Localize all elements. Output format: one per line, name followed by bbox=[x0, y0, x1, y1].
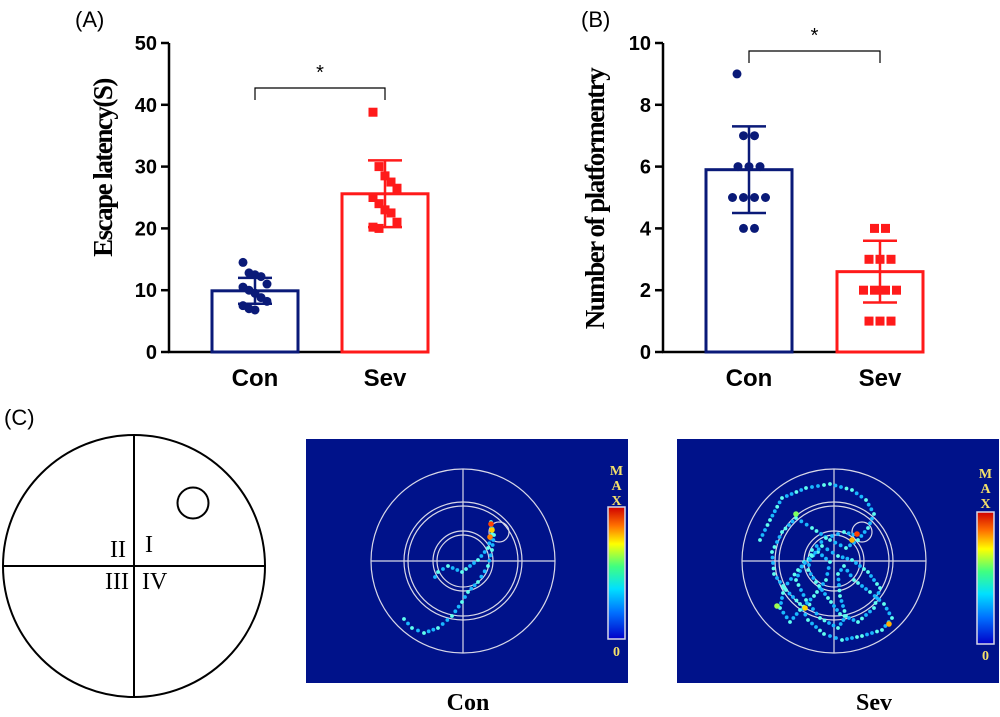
significance-bracket bbox=[748, 50, 881, 63]
data-point bbox=[881, 223, 890, 233]
data-point bbox=[256, 272, 266, 282]
track-con-legend-min: 0 bbox=[613, 645, 620, 660]
track-con-colorbar bbox=[607, 506, 626, 640]
chart-a: 0 10 20 30 40 50 Con Sev * bbox=[135, 33, 430, 392]
data-point bbox=[380, 205, 390, 215]
category-label-con: Con bbox=[726, 365, 773, 392]
y-tick-label: 0 bbox=[146, 342, 157, 364]
data-point bbox=[374, 162, 384, 172]
significance-bracket bbox=[254, 87, 386, 100]
data-point bbox=[870, 285, 879, 295]
panel-c-label: (C) bbox=[4, 405, 35, 430]
data-point bbox=[875, 316, 885, 326]
data-point bbox=[262, 279, 272, 289]
panel-b-label: (B) bbox=[581, 7, 610, 32]
track-con-caption: Con bbox=[447, 690, 490, 716]
data-point bbox=[368, 222, 378, 232]
data-point bbox=[262, 296, 272, 306]
data-point bbox=[739, 193, 748, 202]
y-tick-label: 10 bbox=[135, 280, 157, 302]
track-sev-legend-min: 0 bbox=[982, 649, 989, 664]
quadrant-label-iv: IV bbox=[142, 569, 168, 595]
panel-a: (A) Escape latency(S) 0 10 20 30 40 50 Con Sev * bbox=[75, 7, 430, 392]
data-point bbox=[392, 217, 402, 227]
y-tick-label: 8 bbox=[640, 95, 651, 117]
data-point bbox=[750, 193, 759, 202]
panel-c: (C) I II III IV bbox=[2, 405, 999, 716]
data-point bbox=[864, 254, 874, 264]
data-point bbox=[374, 199, 384, 209]
data-point bbox=[859, 285, 868, 295]
panel-b: (B) Number of platformentry 0 2 4 6 8 10 Con Se… bbox=[580, 7, 925, 392]
data-point bbox=[750, 131, 759, 141]
track-sev-colorbar bbox=[976, 511, 995, 645]
y-tick-label: 6 bbox=[640, 157, 651, 179]
maze-platform bbox=[176, 486, 210, 520]
data-point bbox=[368, 193, 378, 202]
y-tick-label: 50 bbox=[135, 33, 157, 55]
data-point bbox=[744, 162, 754, 172]
maze-diagram: I II III IV bbox=[2, 434, 266, 698]
y-tick-label: 0 bbox=[640, 342, 651, 364]
track-con-rings bbox=[370, 468, 556, 654]
data-point bbox=[368, 107, 378, 117]
data-point bbox=[875, 254, 885, 264]
category-label-con: Con bbox=[232, 365, 279, 392]
data-point bbox=[250, 305, 260, 315]
track-sev-caption: Sev bbox=[856, 690, 892, 716]
category-label-sev: Sev bbox=[859, 365, 902, 392]
chart-b: 0 2 4 6 8 10 Con Sev * bbox=[629, 25, 925, 392]
data-point bbox=[739, 131, 748, 141]
panel-b-ylabel: Number of platformentry bbox=[580, 67, 610, 329]
data-point bbox=[892, 285, 901, 295]
y-tick-label: 30 bbox=[135, 157, 157, 179]
quadrant-label-i: I bbox=[145, 532, 153, 558]
track-sev-path bbox=[758, 482, 894, 642]
data-point bbox=[755, 162, 765, 172]
quadrant-label-iii: III bbox=[105, 569, 129, 595]
data-point bbox=[864, 316, 874, 326]
data-point bbox=[386, 208, 396, 218]
y-tick-label: 20 bbox=[135, 218, 157, 240]
data-point bbox=[750, 223, 759, 233]
category-label-sev: Sev bbox=[364, 365, 407, 392]
y-tick-label: 10 bbox=[629, 33, 651, 55]
data-point bbox=[728, 193, 737, 202]
data-point bbox=[386, 177, 396, 187]
data-point bbox=[238, 257, 248, 267]
data-point bbox=[733, 162, 743, 172]
data-point bbox=[761, 193, 770, 202]
data-point bbox=[739, 223, 748, 233]
y-tick-label: 4 bbox=[640, 218, 652, 240]
significance-marker: * bbox=[316, 62, 324, 84]
data-point bbox=[732, 69, 742, 79]
significance-marker: * bbox=[811, 25, 819, 47]
data-point bbox=[380, 171, 390, 181]
data-point bbox=[881, 285, 890, 295]
data-point bbox=[870, 223, 879, 233]
track-con-path bbox=[402, 520, 496, 635]
data-point bbox=[886, 254, 896, 264]
data-point bbox=[374, 223, 384, 233]
y-tick-label: 2 bbox=[640, 280, 651, 302]
quadrant-label-ii: II bbox=[110, 537, 126, 563]
panel-a-ylabel: Escape latency(S) bbox=[88, 79, 118, 257]
y-tick-label: 40 bbox=[135, 95, 157, 117]
panel-a-label: (A) bbox=[75, 7, 104, 32]
data-point bbox=[392, 183, 402, 193]
data-point bbox=[886, 316, 896, 326]
